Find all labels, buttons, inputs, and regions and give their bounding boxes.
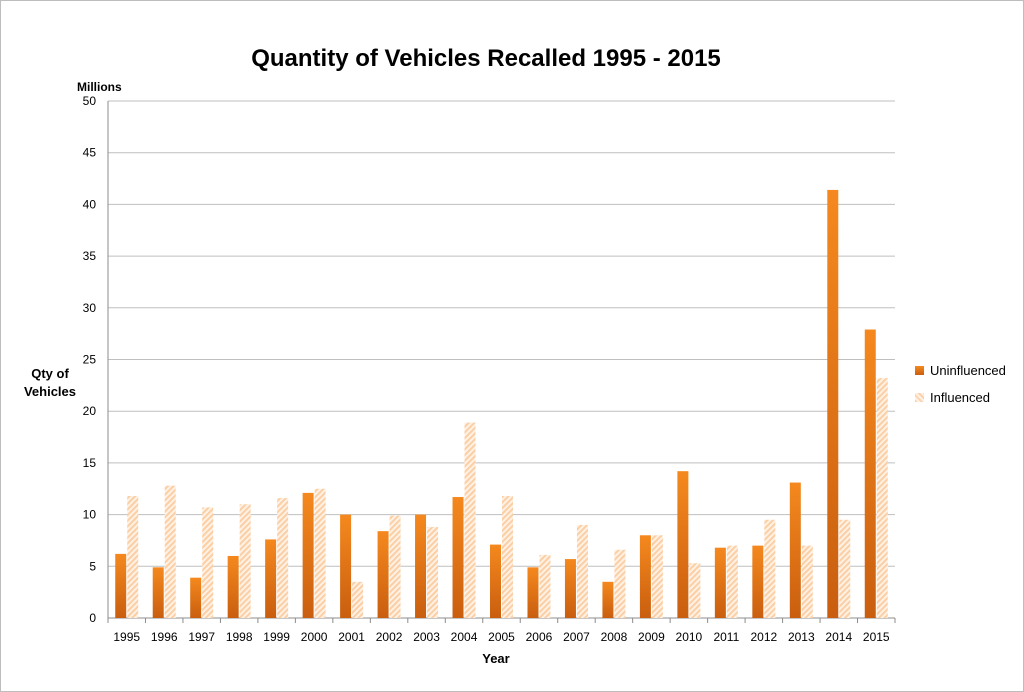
- bar-influenced: [202, 507, 214, 618]
- bar-uninfluenced: [714, 547, 726, 618]
- x-tick-label: 2011: [713, 630, 739, 644]
- bar-uninfluenced: [527, 567, 539, 618]
- x-axis-title: Year: [482, 651, 510, 666]
- bar-uninfluenced: [152, 567, 164, 618]
- x-tick-label: 2000: [301, 630, 328, 644]
- bar-influenced: [651, 535, 663, 618]
- x-tick-label: 2015: [863, 630, 890, 644]
- x-tick-label: 1996: [151, 630, 178, 644]
- y-tick-label: 10: [83, 508, 97, 522]
- x-tick-label: 2010: [676, 630, 703, 644]
- bar-uninfluenced: [564, 559, 576, 618]
- legend-label-uninfluenced: Uninfluenced: [930, 363, 1006, 378]
- bar-uninfluenced: [452, 497, 464, 618]
- bar-influenced: [127, 495, 139, 618]
- bar-influenced: [389, 515, 401, 618]
- bar-influenced: [314, 488, 326, 618]
- bar-uninfluenced: [265, 539, 277, 618]
- bar-uninfluenced: [639, 535, 651, 618]
- bar-influenced: [502, 495, 513, 618]
- chart-title: Quantity of Vehicles Recalled 1995 - 201…: [251, 45, 721, 72]
- bar-uninfluenced: [677, 471, 689, 618]
- bar-uninfluenced: [752, 545, 764, 618]
- legend-swatch-uninfluenced: [915, 366, 924, 375]
- x-tick-label: 2005: [488, 630, 515, 644]
- x-tick-label: 2003: [413, 630, 440, 644]
- bar-influenced: [352, 581, 364, 618]
- x-tick-label: 1999: [263, 630, 290, 644]
- x-tick-label: 2001: [338, 630, 365, 644]
- x-tick-label: 2007: [563, 630, 590, 644]
- y-tick-label: 45: [83, 146, 97, 160]
- bar-uninfluenced: [864, 329, 876, 618]
- y-tick-label: 5: [89, 559, 96, 573]
- bar-influenced: [164, 485, 176, 618]
- legend-item-uninfluenced: Uninfluenced: [915, 357, 1006, 384]
- bar-influenced: [239, 504, 251, 618]
- y-tick-label: 40: [83, 197, 97, 211]
- bar-influenced: [539, 554, 551, 618]
- x-tick-label: 2009: [638, 630, 665, 644]
- legend-item-influenced: Influenced: [915, 384, 1006, 411]
- y-tick-label: 20: [83, 404, 97, 418]
- x-tick-label: 2008: [601, 630, 628, 644]
- bar-influenced: [464, 422, 476, 618]
- legend-swatch-influenced: [915, 393, 924, 402]
- x-tick-label: 1998: [226, 630, 253, 644]
- legend-label-influenced: Influenced: [930, 390, 990, 405]
- bar-influenced: [876, 378, 888, 618]
- x-tick-label: 2002: [376, 630, 403, 644]
- bar-influenced: [764, 519, 776, 618]
- bar-influenced: [801, 545, 813, 618]
- chart-legend: Uninfluenced Influenced: [915, 357, 1006, 411]
- bar-influenced: [689, 563, 701, 618]
- bar-uninfluenced: [190, 577, 202, 618]
- y-tick-label: 35: [83, 249, 97, 263]
- y-tick-label: 50: [83, 94, 97, 108]
- bar-uninfluenced: [415, 514, 427, 618]
- x-tick-label: 2006: [526, 630, 553, 644]
- y-tick-label: 0: [89, 611, 96, 625]
- x-tick-label: 2012: [750, 630, 777, 644]
- bar-uninfluenced: [827, 189, 839, 618]
- bar-influenced: [726, 545, 738, 618]
- bar-uninfluenced: [602, 581, 614, 618]
- bar-uninfluenced: [227, 555, 239, 618]
- y-tick-label: 15: [83, 456, 97, 470]
- y-axis-unit-label: Millions: [77, 80, 122, 94]
- bar-uninfluenced: [115, 553, 127, 618]
- bar-uninfluenced: [302, 492, 314, 618]
- bar-uninfluenced: [340, 514, 352, 618]
- bar-influenced: [839, 519, 851, 618]
- y-tick-label: 30: [83, 301, 97, 315]
- x-tick-label: 2013: [788, 630, 815, 644]
- y-tick-label: 25: [83, 353, 97, 367]
- x-tick-label: 1997: [188, 630, 215, 644]
- bar-influenced: [427, 527, 439, 618]
- y-axis-title: Qty of Vehicles: [23, 366, 77, 399]
- bar-influenced: [277, 498, 289, 618]
- x-tick-label: 2004: [451, 630, 478, 644]
- bar-influenced: [614, 549, 626, 618]
- bar-influenced: [576, 524, 588, 618]
- bar-uninfluenced: [490, 544, 501, 618]
- x-tick-label: 1995: [113, 630, 140, 644]
- bar-uninfluenced: [789, 482, 801, 618]
- x-tick-label: 2014: [825, 630, 852, 644]
- bar-uninfluenced: [377, 531, 389, 618]
